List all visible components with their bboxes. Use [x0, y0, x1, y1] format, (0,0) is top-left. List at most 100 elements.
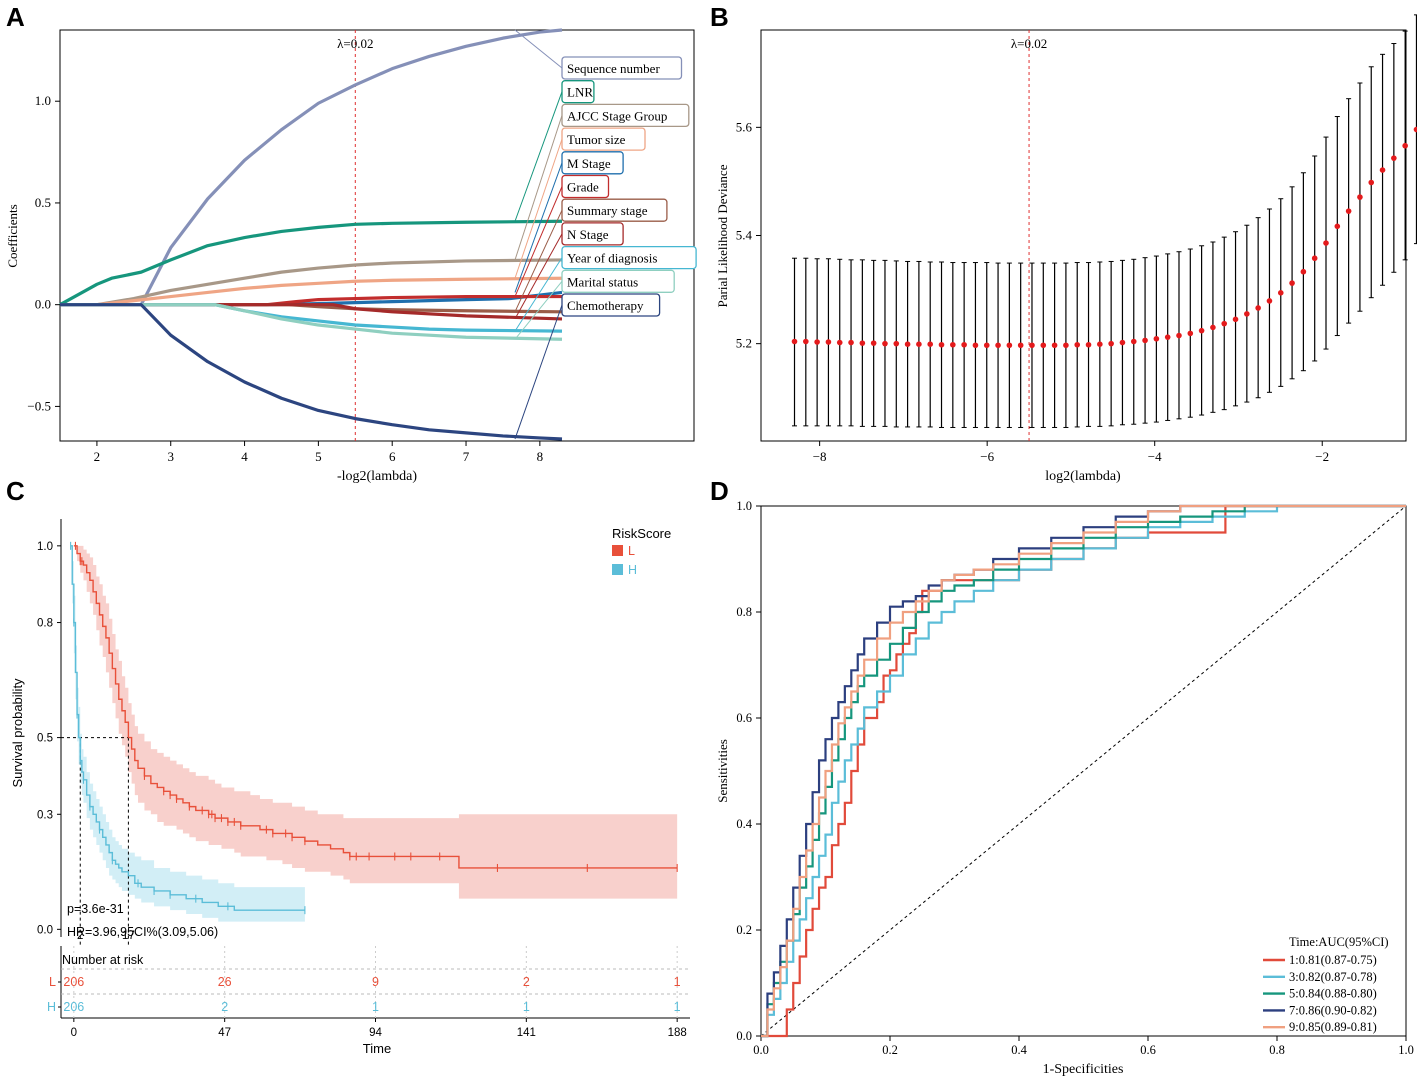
d-x-tick-label: 1.0 [1398, 1043, 1414, 1057]
b-deviance-point [1063, 342, 1069, 349]
b-deviance-point [814, 339, 820, 345]
risk-table-count-h: 1 [523, 1000, 530, 1014]
panel-c-hazard-ratio: HR=3.96,95CI%(3.09,5.06) [67, 925, 218, 939]
a-label-chemotherapy: Chemotherapy [567, 298, 644, 313]
a-path-chemotherapy [60, 303, 563, 441]
panel-label-d: D [710, 476, 729, 506]
b-deviance-point [1255, 305, 1261, 311]
d-y-tick-label: 0.4 [736, 817, 752, 831]
b-deviance-point [1164, 334, 1171, 340]
b-deviance-point [1198, 327, 1205, 334]
a-leader-sequence-number [514, 29, 563, 69]
d-x-tick-label: 0.8 [1269, 1043, 1285, 1057]
a-x-tick-label: 8 [537, 449, 544, 464]
a-leader-grade [514, 186, 563, 297]
risk-table-count-l: 2 [523, 975, 530, 989]
a-label-sequence-number: Sequence number [567, 61, 660, 76]
b-deviance-point [1006, 342, 1013, 349]
a-y-tick-label: 0.0 [35, 297, 51, 312]
a-label-grade: Grade [567, 180, 599, 195]
d-x-tick-label: 0.0 [753, 1043, 769, 1057]
b-deviance-point [870, 340, 877, 346]
a-label-tumor-size: Tumor size [567, 132, 626, 147]
panel-label-b: B [710, 2, 729, 32]
c-ci-band-l [73, 545, 678, 899]
panel-d-legend-title: Time:AUC(95%CI) [1289, 935, 1389, 949]
panel-a-coefficient-paths: 2 3 4 5 6 7 8 −0.5 0.0 0.5 1.0 Sequence number LNR A… [5, 28, 697, 484]
b-x-tick-label: −2 [1315, 449, 1329, 464]
d-x-tick-label: 0.2 [882, 1043, 898, 1057]
b-deviance-point [961, 341, 967, 348]
a-label-box-m-stage [561, 151, 624, 175]
a-y-tick-label: 0.5 [35, 195, 51, 210]
b-x-tick-label: −6 [980, 449, 994, 464]
b-deviance-point [1097, 341, 1103, 347]
panel-c-legend-label-h: H [628, 563, 637, 577]
b-deviance-point [1323, 240, 1329, 246]
b-deviance-point [1108, 340, 1114, 347]
b-deviance-point [836, 339, 843, 346]
a-label-box-tumor-size [561, 127, 646, 151]
b-deviance-point [1311, 255, 1318, 262]
b-deviance-point [1277, 290, 1284, 296]
panel-b-y-label: Parial Likelihood Deviance [715, 164, 730, 307]
panel-c-legend-swatch-l [612, 545, 623, 556]
panel-b-x-label: log2(lambda) [1045, 469, 1121, 484]
b-deviance-point [803, 338, 809, 345]
b-deviance-point [1379, 167, 1386, 173]
b-deviance-point [882, 340, 888, 347]
panel-d-y-label: Sensitivities [715, 739, 730, 803]
b-deviance-point [904, 341, 911, 347]
roc-curve-9-0-85-0-89-0-81 [761, 504, 1406, 1038]
b-deviance-point [1085, 341, 1092, 348]
b-deviance-point [950, 341, 956, 348]
b-deviance-point [1119, 339, 1126, 346]
a-label-year-of-diagnosis: Year of diagnosis [567, 251, 657, 266]
a-x-tick-label: 2 [94, 449, 101, 464]
risk-table-count-l: 9 [372, 975, 379, 989]
d-y-tick-label: 0.0 [736, 1029, 752, 1043]
a-label-ajcc-stage-group: AJCC Stage Group [567, 108, 667, 123]
c-median-label: 17 [122, 930, 135, 942]
b-deviance-point [1232, 316, 1239, 323]
risk-table-count-h: 1 [674, 1000, 681, 1014]
risk-table-x-tick-label: 0 [71, 1027, 77, 1039]
c-y-tick-label: 0.3 [37, 809, 53, 821]
b-deviance-point [938, 341, 945, 348]
a-x-tick-label: 4 [241, 449, 248, 464]
a-path-sequence-number [60, 28, 563, 307]
c-y-tick-label: 1.0 [37, 541, 53, 553]
d-legend-label: 9:0.85(0.89-0.81) [1289, 1020, 1377, 1034]
b-deviance-point [1334, 223, 1341, 230]
a-label-box-year-of-diagnosis [561, 245, 697, 270]
b-deviance-point [1221, 320, 1228, 327]
a-label-box-summary-stage [561, 198, 668, 222]
d-y-tick-label: 1.0 [736, 499, 752, 513]
b-deviance-point [995, 342, 1001, 349]
b-deviance-point [1017, 342, 1024, 349]
b-deviance-point [916, 341, 922, 347]
a-label-box-grade [561, 174, 610, 199]
b-deviance-point [1210, 324, 1216, 331]
a-leader-marital-status [514, 280, 563, 340]
risk-table-count-l: 206 [63, 975, 84, 989]
b-deviance-point [1176, 332, 1182, 339]
panel-d-roc: 0.0 0.2 0.4 0.6 0.8 1.0 0.0 0.2 0.4 0.6 0.8 1.0 1-S… [715, 499, 1414, 1077]
d-y-tick-label: 0.2 [736, 923, 752, 937]
a-path-marital-status [60, 303, 563, 341]
panel-a-y-label: Coefficients [5, 204, 20, 267]
risk-table-title: Number at risk [62, 953, 144, 967]
b-deviance-point [1029, 342, 1035, 349]
a-label-box-lnr [561, 80, 595, 104]
a-y-tick-label: −0.5 [27, 398, 51, 413]
b-deviance-point [1402, 142, 1408, 149]
b-deviance-point [1357, 194, 1363, 200]
risk-table-row-label-h: H [47, 1000, 56, 1014]
panel-label-c: C [6, 476, 25, 506]
b-x-tick-label: −8 [813, 449, 827, 464]
d-y-tick-label: 0.6 [736, 711, 752, 725]
a-label-lnr: LNR [567, 85, 593, 100]
a-label-box-sequence-number [561, 56, 683, 80]
panel-b-frame [760, 29, 1407, 442]
